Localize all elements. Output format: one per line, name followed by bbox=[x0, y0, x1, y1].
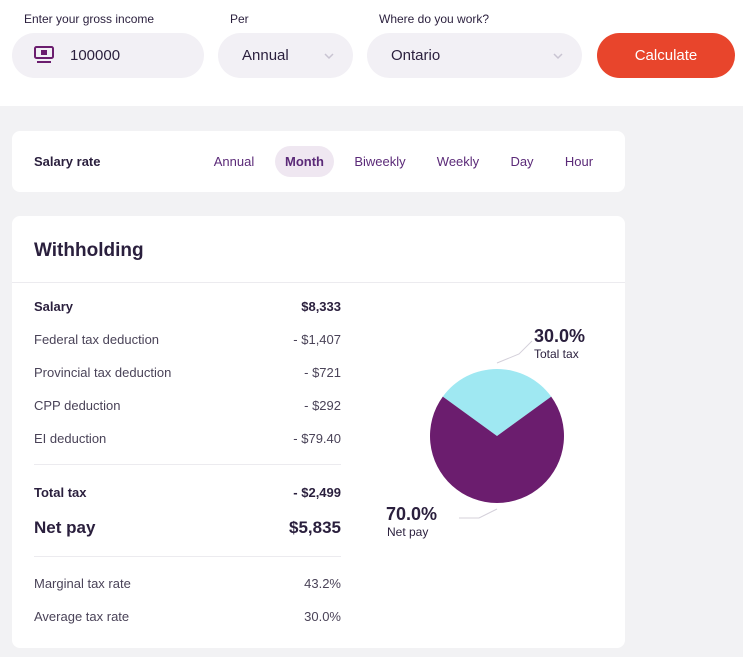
pie-label-net-pay-pct: 70.0% bbox=[386, 504, 438, 524]
row-label: Net pay bbox=[34, 518, 96, 537]
row-label: Average tax rate bbox=[34, 609, 130, 624]
withholding-title: Withholding bbox=[34, 240, 144, 261]
provincial-tax-row: Provincial tax deduction - $721 bbox=[34, 365, 341, 380]
income-input[interactable]: 100000 bbox=[12, 33, 204, 78]
salary-rate-title: Salary rate bbox=[34, 154, 101, 169]
federal-tax-row: Federal tax deduction - $1,407 bbox=[34, 332, 341, 347]
row-label: Federal tax deduction bbox=[34, 332, 160, 347]
income-label: Enter your gross income bbox=[24, 12, 155, 26]
calculate-button[interactable]: Calculate bbox=[597, 33, 735, 78]
per-select[interactable]: Annual bbox=[218, 33, 353, 78]
withholding-card: Withholding Salary $8,333 Federal tax de… bbox=[12, 216, 625, 648]
chevron-down-icon bbox=[323, 49, 335, 61]
tab-annual[interactable]: Annual bbox=[213, 154, 255, 169]
chevron-down-icon bbox=[552, 49, 564, 61]
total-tax-row: Total tax - $2,499 bbox=[34, 485, 341, 500]
per-value: Annual bbox=[242, 47, 289, 64]
row-label: Salary bbox=[34, 299, 74, 314]
province-label: Where do you work? bbox=[379, 12, 490, 26]
row-value: 30.0% bbox=[304, 609, 341, 624]
leader-line-total-tax bbox=[496, 340, 533, 364]
pie-label-total-tax: Total tax bbox=[534, 347, 579, 361]
divider bbox=[34, 556, 341, 557]
province-value: Ontario bbox=[391, 47, 441, 64]
row-label: Provincial tax deduction bbox=[34, 365, 172, 380]
average-rate-row: Average tax rate 30.0% bbox=[34, 609, 341, 624]
row-value: $5,835 bbox=[289, 518, 341, 537]
net-pay-row: Net pay $5,835 bbox=[34, 518, 341, 538]
row-label: EI deduction bbox=[34, 431, 107, 446]
pie-slice-net-pay bbox=[429, 396, 564, 503]
tab-biweekly[interactable]: Biweekly bbox=[354, 154, 406, 169]
row-value: - $79.40 bbox=[293, 431, 341, 446]
divider bbox=[34, 464, 341, 465]
row-value: $8,333 bbox=[301, 299, 341, 314]
salary-row: Salary $8,333 bbox=[34, 299, 341, 314]
tab-day[interactable]: Day bbox=[510, 154, 534, 169]
money-icon bbox=[34, 46, 54, 64]
pie-label-net-pay: Net pay bbox=[387, 525, 429, 539]
tax-pie-chart bbox=[429, 340, 564, 519]
row-label: CPP deduction bbox=[34, 398, 121, 413]
province-select[interactable]: Ontario bbox=[367, 33, 582, 78]
leader-line-net-pay bbox=[459, 508, 498, 519]
ei-row: EI deduction - $79.40 bbox=[34, 431, 341, 446]
income-value: 100000 bbox=[70, 47, 121, 64]
row-value: - $721 bbox=[304, 365, 341, 380]
row-value: 43.2% bbox=[304, 576, 341, 591]
income-form: Enter your gross income 100000 Per Annua… bbox=[0, 0, 743, 106]
tab-month[interactable]: Month bbox=[275, 146, 334, 177]
pie-label-total-tax-pct: 30.0% bbox=[534, 326, 586, 346]
divider bbox=[12, 282, 625, 283]
pie-slice-total-tax bbox=[442, 369, 552, 436]
row-label: Marginal tax rate bbox=[34, 576, 131, 591]
salary-rate-card: Salary rate Annual Month Biweekly Weekly… bbox=[12, 131, 625, 192]
cpp-row: CPP deduction - $292 bbox=[34, 398, 341, 413]
row-value: - $2,499 bbox=[293, 485, 341, 500]
tab-weekly[interactable]: Weekly bbox=[436, 154, 480, 169]
row-value: - $292 bbox=[304, 398, 341, 413]
row-label: Total tax bbox=[34, 485, 87, 500]
per-label: Per bbox=[230, 12, 249, 26]
marginal-rate-row: Marginal tax rate 43.2% bbox=[34, 576, 341, 591]
tab-hour[interactable]: Hour bbox=[564, 154, 594, 169]
row-value: - $1,407 bbox=[293, 332, 341, 347]
